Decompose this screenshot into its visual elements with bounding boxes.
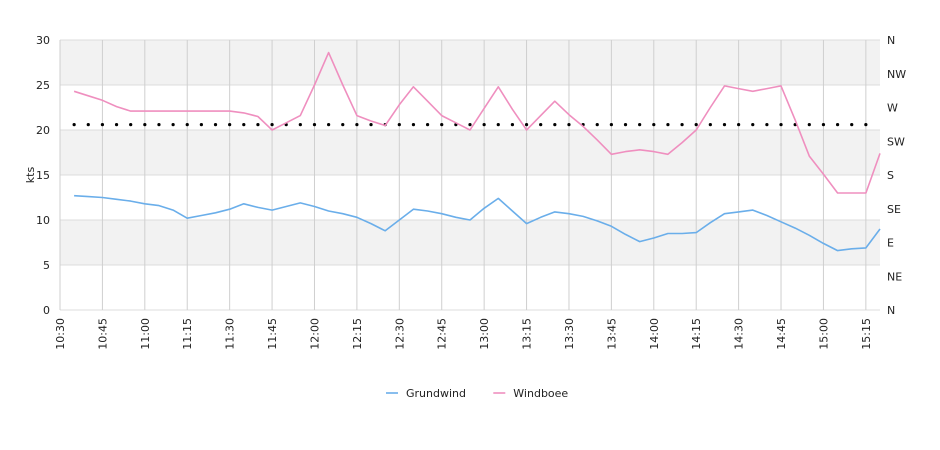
compass-tick-label: SW <box>887 135 905 148</box>
x-tick-label: 15:15 <box>860 318 873 350</box>
y-tick-label: 0 <box>43 304 50 317</box>
x-tick-label: 15:00 <box>817 318 830 350</box>
direction-marker <box>680 123 684 127</box>
direction-marker <box>482 123 486 127</box>
compass-tick-label: S <box>887 169 894 182</box>
direction-marker <box>143 123 147 127</box>
direction-marker <box>425 123 430 127</box>
y-tick-label: 20 <box>36 124 50 137</box>
compass-tick-label: W <box>887 102 898 115</box>
direction-marker <box>722 123 727 127</box>
compass-tick-label: NW <box>887 68 906 81</box>
compass-tick-label: N <box>887 304 895 317</box>
direction-marker <box>228 123 232 127</box>
direction-marker <box>242 123 246 127</box>
direction-marker <box>652 123 656 127</box>
direction-marker <box>129 123 133 127</box>
direction-marker <box>100 123 105 127</box>
direction-marker <box>312 123 317 127</box>
direction-marker <box>213 123 218 127</box>
direction-marker <box>327 123 331 127</box>
direction-marker <box>298 123 302 127</box>
direction-marker <box>694 123 698 127</box>
direction-marker <box>440 123 444 127</box>
direction-marker <box>751 123 755 127</box>
x-tick-label: 12:45 <box>436 318 449 350</box>
direction-marker <box>835 123 840 127</box>
direction-marker <box>638 123 642 127</box>
x-tick-label: 11:00 <box>139 318 152 350</box>
direction-marker <box>850 123 854 127</box>
x-tick-label: 14:45 <box>775 318 788 350</box>
compass-tick-label: E <box>887 237 894 250</box>
plot-band <box>60 220 880 265</box>
direction-marker <box>72 123 76 127</box>
series-line-windboee <box>73 51 881 194</box>
x-tick-label: 12:15 <box>351 318 364 350</box>
x-tick-label: 13:45 <box>605 318 618 350</box>
x-tick-label: 10:30 <box>54 318 67 350</box>
direction-marker <box>341 123 345 127</box>
direction-marker <box>496 123 500 127</box>
x-tick-label: 12:30 <box>393 318 406 350</box>
x-tick-label: 11:15 <box>181 318 194 350</box>
y-axis-label: kts <box>24 167 37 184</box>
direction-marker <box>114 123 119 127</box>
direction-marker <box>369 123 373 127</box>
legend-label: Grundwind <box>406 387 466 400</box>
y-tick-label: 30 <box>36 34 50 47</box>
x-tick-label: 14:15 <box>690 318 703 350</box>
direction-marker <box>779 123 783 127</box>
y-tick-label: 5 <box>43 259 50 272</box>
direction-marker <box>199 123 203 127</box>
direction-marker <box>157 123 161 127</box>
y-tick-label: 15 <box>36 169 50 182</box>
direction-marker <box>864 123 868 127</box>
direction-marker <box>397 123 401 127</box>
y-tick-label: 25 <box>36 79 50 92</box>
direction-marker <box>553 123 557 127</box>
direction-marker <box>807 123 811 127</box>
compass-tick-label: SE <box>887 203 901 216</box>
x-tick-label: 12:00 <box>308 318 321 350</box>
direction-marker <box>567 123 571 127</box>
series-line-grundwind <box>74 194 881 252</box>
x-tick-label: 11:30 <box>224 318 237 350</box>
direction-marker <box>765 123 769 127</box>
direction-marker <box>86 123 90 127</box>
direction-marker <box>623 123 628 127</box>
x-tick-label: 14:30 <box>733 318 746 350</box>
direction-marker <box>595 123 599 127</box>
x-tick-label: 11:45 <box>266 318 279 350</box>
compass-tick-label: N <box>887 34 895 47</box>
x-tick-label: 13:15 <box>521 318 534 350</box>
direction-marker <box>666 123 670 127</box>
direction-marker <box>270 123 274 127</box>
direction-marker <box>171 123 175 127</box>
x-tick-label: 10:45 <box>96 318 109 350</box>
direction-marker <box>539 123 543 127</box>
plot-band <box>60 130 880 175</box>
direction-marker <box>609 123 613 127</box>
plot-band <box>60 40 880 85</box>
direction-marker <box>737 123 741 127</box>
direction-marker <box>510 123 515 127</box>
direction-marker <box>355 123 359 127</box>
x-tick-label: 14:00 <box>648 318 661 350</box>
direction-marker <box>256 123 260 127</box>
direction-marker <box>411 123 416 127</box>
legend-label: Windboee <box>513 387 568 400</box>
y-tick-label: 10 <box>36 214 50 227</box>
compass-tick-label: NE <box>887 270 902 283</box>
direction-marker <box>185 123 189 127</box>
direction-marker <box>524 123 529 127</box>
direction-marker <box>821 123 826 127</box>
x-tick-label: 13:00 <box>478 318 491 350</box>
direction-marker <box>468 123 472 127</box>
direction-marker <box>708 123 712 127</box>
x-tick-label: 13:30 <box>563 318 576 350</box>
